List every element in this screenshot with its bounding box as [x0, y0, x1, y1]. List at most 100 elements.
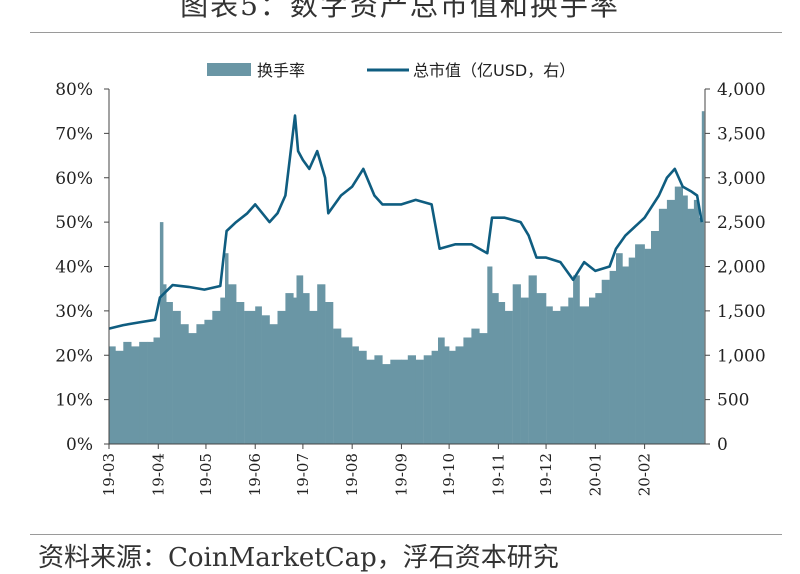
turnover-bar — [115, 350, 124, 444]
y-left-tick-label: 80% — [55, 80, 93, 100]
turnover-bar — [492, 293, 499, 444]
x-tick-label: 20-01 — [586, 453, 604, 496]
y-left-tick-label: 0% — [66, 435, 93, 455]
turnover-bar — [244, 310, 256, 444]
turnover-bar — [269, 324, 278, 444]
market-cap-line — [108, 114, 704, 330]
turnover-bar — [188, 333, 197, 444]
x-tick-label: 19-08 — [343, 453, 361, 496]
turnover-bar — [487, 266, 493, 444]
turnover-bar — [431, 350, 439, 444]
turnover-bar — [512, 284, 521, 445]
turnover-bar — [579, 306, 590, 444]
turnover-bar — [536, 293, 547, 444]
turnover-bar — [682, 195, 688, 444]
turnover-bar — [212, 310, 221, 444]
x-tick-label: 19-11 — [489, 453, 507, 496]
turnover-bar — [401, 359, 409, 444]
turnover-bar — [616, 253, 623, 444]
turnover-bar — [628, 257, 636, 444]
legend-label-market-cap: 总市值（亿USD，右） — [413, 61, 575, 80]
x-tick-label: 19-05 — [197, 453, 215, 496]
x-tick-label: 19-10 — [440, 453, 458, 496]
turnover-bar — [644, 248, 652, 444]
turnover-bar — [595, 293, 602, 444]
turnover-bar — [293, 297, 297, 444]
legend-label-turnover: 换手率 — [257, 61, 305, 80]
turnover-bar — [687, 208, 695, 444]
turnover-bar — [666, 199, 676, 444]
turnover-bar — [139, 341, 148, 444]
turnover-bar — [196, 324, 205, 444]
turnover-bar — [622, 266, 630, 444]
turnover-bar — [341, 337, 353, 444]
x-tick-label: 20-02 — [636, 453, 654, 496]
turnover-bar — [552, 310, 561, 444]
turnover-bar — [444, 346, 450, 444]
chart-area: 0% 10% 20% 30% 40% 50% 60% 70% 80% 0 500 1,000 1,500… — [55, 61, 765, 496]
y-left-tick-label: 40% — [55, 258, 93, 278]
top-rule — [30, 32, 782, 33]
turnover-bar — [159, 222, 164, 444]
turnover-bar — [635, 244, 645, 444]
turnover-bar — [309, 310, 318, 444]
turnover-bar — [180, 324, 189, 444]
turnover-bar — [172, 310, 181, 444]
turnover-bar — [560, 306, 569, 444]
turnover-bar — [374, 355, 383, 445]
turnover-bar — [573, 275, 580, 444]
y-left-tick-label: 10% — [55, 391, 93, 411]
x-tick-label: 19-07 — [294, 453, 312, 496]
y-right-tick-label: 4,000 — [717, 80, 766, 100]
y-right-tick-label: 3,000 — [717, 169, 766, 189]
turnover-bar — [568, 297, 574, 444]
y-right-tick-label: 0 — [717, 435, 728, 455]
turnover-bar — [449, 350, 456, 444]
turnover-bar — [255, 306, 262, 444]
axes: 0% 10% 20% 30% 40% 50% 60% 70% 80% 0 500 1,000 1,500… — [55, 80, 765, 496]
y-left-tick-label: 20% — [55, 346, 93, 366]
turnover-bar — [204, 319, 213, 445]
turnover-bar — [352, 346, 359, 444]
turnover-bar — [163, 284, 167, 445]
turnover-bar — [455, 346, 464, 444]
turnover-bar — [317, 284, 326, 445]
turnover-bar — [463, 337, 472, 444]
turnover-bar — [407, 355, 416, 445]
bottom-rule — [30, 534, 782, 535]
turnover-bar — [277, 310, 286, 444]
turnover-bar — [109, 346, 116, 444]
turnover-bar — [302, 293, 310, 444]
turnover-bar — [658, 208, 668, 444]
turnover-bar — [228, 284, 237, 445]
turnover-bar — [220, 297, 226, 444]
turnover-bar — [382, 364, 391, 444]
x-tick-label: 19-04 — [149, 453, 167, 496]
y-right-tick-label: 1,500 — [717, 302, 766, 322]
turnover-bar — [601, 279, 610, 444]
turnover-bar — [546, 306, 553, 444]
turnover-bar — [589, 297, 596, 444]
x-tick-label: 19-06 — [246, 453, 264, 496]
turnover-bar — [236, 302, 245, 444]
y-left-tick-label: 60% — [55, 169, 93, 189]
turnover-bar — [153, 337, 161, 444]
turnover-bar — [285, 293, 294, 444]
turnover-bar — [498, 302, 506, 444]
source-note: 资料来源：CoinMarketCap，浮石资本研究 — [38, 543, 559, 573]
turnover-bar — [366, 359, 375, 444]
turnover-bar — [131, 346, 140, 444]
turnover-bar — [333, 328, 342, 444]
y-left-tick-label: 50% — [55, 213, 93, 233]
y-right-tick-label: 2,500 — [717, 213, 766, 233]
turnover-bar — [674, 186, 683, 444]
turnover-bar — [651, 231, 660, 444]
turnover-bar — [609, 270, 617, 444]
turnover-bar — [520, 297, 529, 444]
turnover-bar — [528, 275, 537, 444]
x-tick-label: 19-03 — [100, 453, 118, 496]
turnover-bar — [296, 275, 304, 444]
turnover-bar — [504, 310, 513, 444]
turnover-bar — [701, 111, 705, 444]
turnover-bar — [471, 328, 480, 444]
